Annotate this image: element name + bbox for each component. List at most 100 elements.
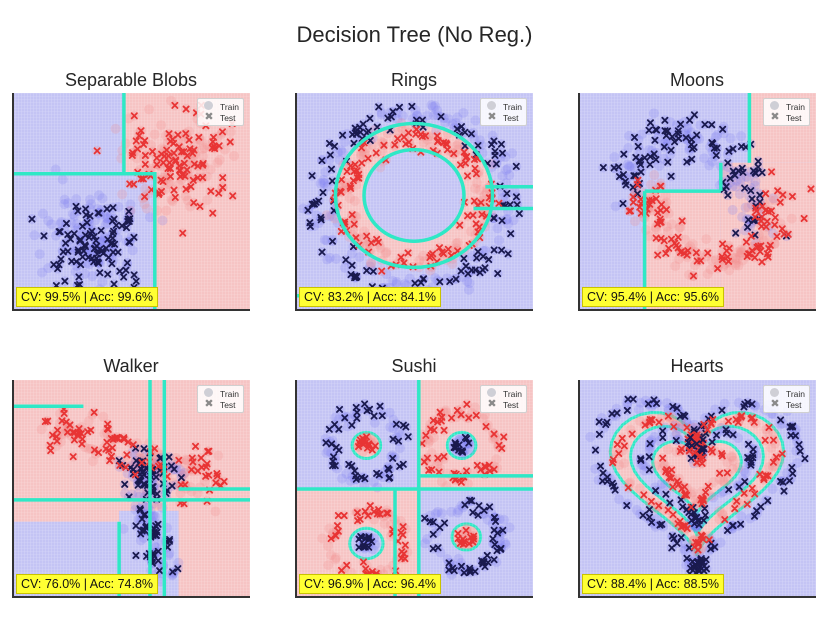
test-point [629, 198, 637, 206]
test-point [764, 253, 772, 261]
test-point [445, 559, 453, 567]
train-point [145, 140, 156, 151]
train-point [482, 514, 493, 525]
test-point [762, 190, 770, 198]
test-point [348, 211, 356, 219]
test-point [141, 160, 149, 168]
test-point [457, 123, 465, 131]
test-point [394, 135, 402, 143]
test-point [452, 275, 460, 283]
test-point [800, 214, 808, 222]
test-point [71, 429, 79, 437]
train-point [135, 535, 146, 546]
train-point [675, 420, 686, 431]
test-point [623, 406, 631, 414]
test-point [749, 445, 757, 453]
test-point [457, 267, 465, 275]
test-point [733, 497, 741, 505]
test-point [629, 183, 637, 191]
train-point [659, 138, 670, 149]
test-point [482, 423, 490, 431]
test-point [365, 127, 373, 135]
test-point [757, 217, 765, 225]
test-point [404, 433, 412, 441]
train-point [325, 550, 336, 561]
test-point [104, 270, 112, 278]
test-point [689, 557, 697, 565]
train-point [126, 231, 137, 242]
test-point [492, 160, 500, 168]
test-point [336, 187, 344, 195]
test-point [629, 193, 637, 201]
test-point [170, 186, 178, 194]
test-point [372, 149, 380, 157]
train-point [100, 219, 111, 230]
test-point [597, 462, 605, 470]
test-point [159, 177, 167, 185]
test-point [671, 138, 679, 146]
test-point [389, 108, 397, 116]
train-point [736, 246, 747, 257]
test-point [121, 480, 129, 488]
test-point [756, 191, 764, 199]
test-point [371, 442, 379, 450]
test-point [66, 235, 74, 243]
test-point [747, 415, 755, 423]
test-point [152, 522, 160, 530]
train-point [690, 260, 701, 271]
test-point [664, 158, 672, 166]
test-point [74, 207, 82, 215]
train-point [715, 488, 726, 499]
test-point [788, 464, 796, 472]
train-marker-icon [487, 388, 497, 397]
test-point [107, 452, 115, 460]
test-point [418, 132, 426, 140]
train-point [740, 467, 751, 478]
test-point [704, 482, 712, 490]
test-point [738, 412, 746, 420]
train-point [69, 210, 80, 221]
test-point [177, 481, 185, 489]
test-point [735, 483, 743, 491]
train-point [436, 508, 447, 519]
test-point [748, 400, 756, 408]
test-point [632, 172, 640, 180]
train-point [97, 193, 108, 204]
train-marker-icon [770, 388, 780, 397]
test-point [698, 444, 706, 452]
test-point [401, 541, 409, 549]
train-point [670, 261, 681, 272]
test-point [331, 142, 339, 150]
test-point [54, 265, 62, 273]
test-point [673, 539, 681, 547]
test-marker-icon: ✖ [204, 111, 214, 123]
train-point [391, 277, 402, 288]
test-point [652, 487, 660, 495]
test-point [796, 447, 804, 455]
test-point [748, 195, 756, 203]
test-point [153, 161, 161, 169]
test-point [420, 458, 428, 466]
train-point [635, 397, 646, 408]
test-point [419, 275, 427, 283]
test-point [645, 513, 653, 521]
test-point [665, 244, 673, 252]
train-point [446, 569, 457, 580]
test-point [202, 472, 210, 480]
test-point [174, 565, 182, 573]
train-point [432, 105, 443, 116]
train-point [436, 476, 447, 487]
train-point [730, 258, 741, 269]
test-point [120, 435, 128, 443]
test-point [408, 102, 416, 110]
test-point [658, 520, 666, 528]
train-point [83, 443, 94, 454]
train-point [397, 110, 408, 121]
legend: Train ✖ Test [196, 98, 244, 126]
train-point [743, 202, 754, 213]
train-point [315, 178, 326, 189]
test-point [166, 172, 174, 180]
test-point [125, 238, 133, 246]
train-point [132, 141, 143, 152]
train-point [57, 174, 68, 185]
